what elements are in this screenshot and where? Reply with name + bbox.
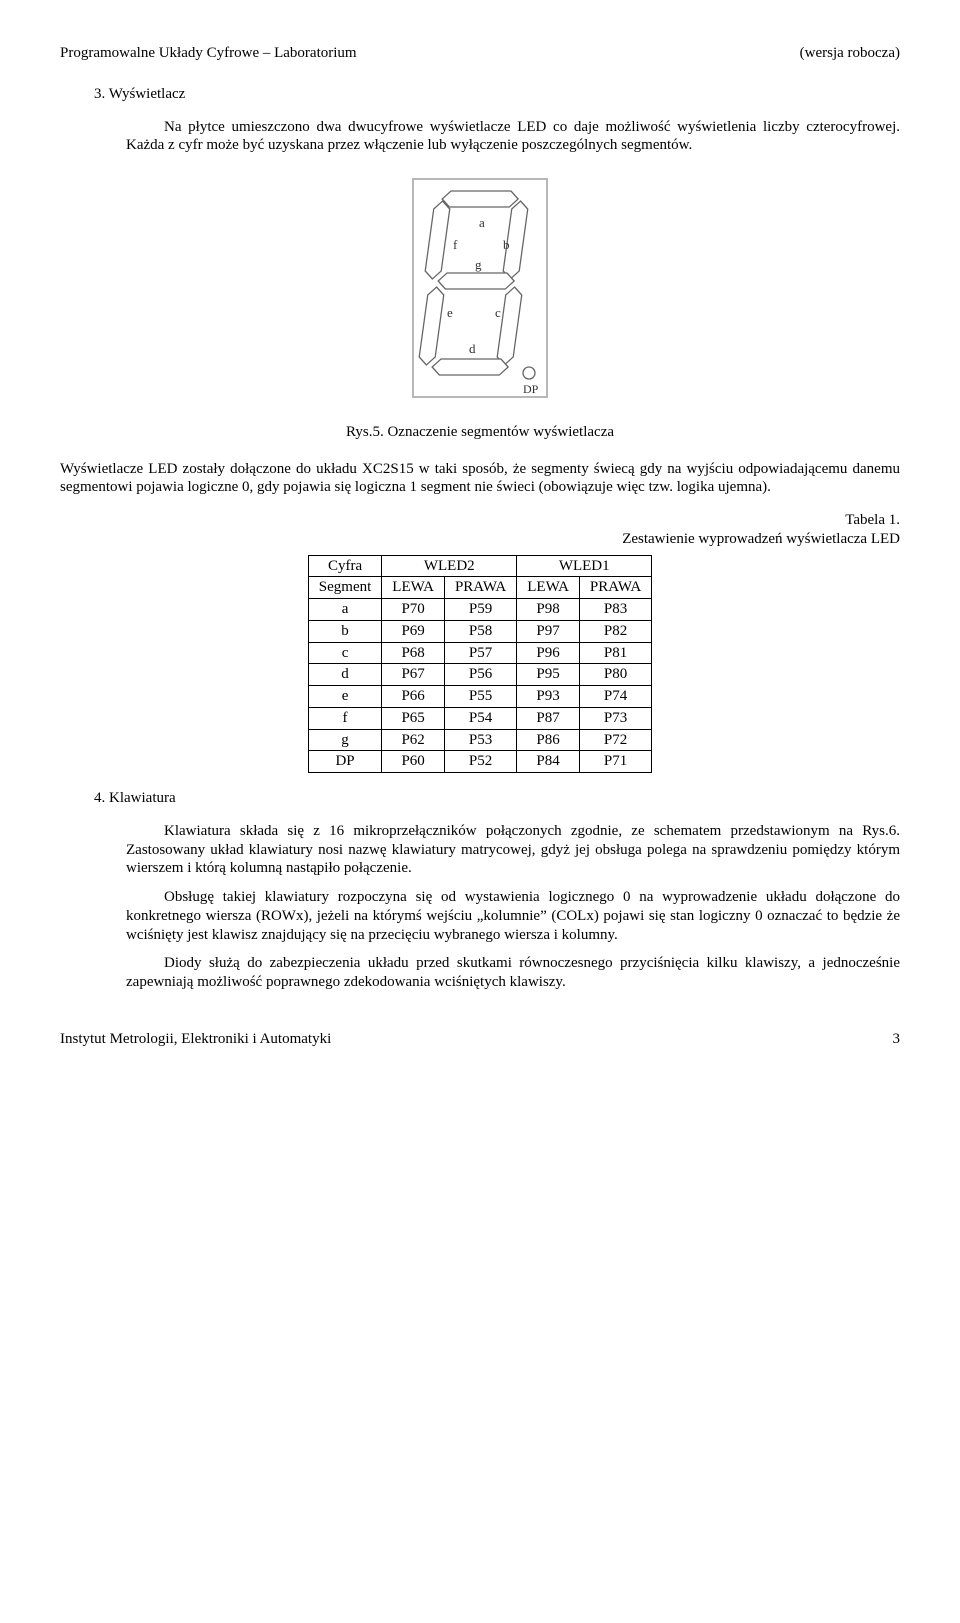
cell-pin: P74 (579, 686, 651, 708)
figure-5-caption: Rys.5. Oznaczenie segmentów wyświetlacza (60, 423, 900, 442)
cell-segment: b (308, 620, 382, 642)
seg-label-dp: DP (523, 382, 539, 396)
cell-pin: P72 (579, 729, 651, 751)
cell-pin: P62 (382, 729, 445, 751)
seg-label-f: f (453, 237, 458, 252)
figure-5: a b c d e f g DP (60, 173, 900, 409)
cell-pin: P98 (517, 599, 580, 621)
cell-pin: P69 (382, 620, 445, 642)
cell-pin: P56 (444, 664, 516, 686)
cell-segment: c (308, 642, 382, 664)
cell-pin: P80 (579, 664, 651, 686)
table-row: Segment LEWA PRAWA LEWA PRAWA (308, 577, 651, 599)
table-row: eP66P55P93P74 (308, 686, 651, 708)
table-row: fP65P54P87P73 (308, 707, 651, 729)
footer-page-number: 3 (893, 1030, 901, 1049)
seg-label-a: a (479, 215, 485, 230)
th-segment: Segment (308, 577, 382, 599)
page-footer: Instytut Metrologii, Elektroniki i Autom… (60, 1030, 900, 1049)
th-prawa: PRAWA (579, 577, 651, 599)
cell-pin: P53 (444, 729, 516, 751)
th-wled2: WLED2 (382, 555, 517, 577)
cell-pin: P54 (444, 707, 516, 729)
cell-pin: P95 (517, 664, 580, 686)
seg-label-d: d (469, 341, 476, 356)
cell-pin: P82 (579, 620, 651, 642)
cell-pin: P70 (382, 599, 445, 621)
pin-table: Cyfra WLED2 WLED1 Segment LEWA PRAWA LEW… (308, 555, 652, 774)
cell-pin: P84 (517, 751, 580, 773)
cell-pin: P67 (382, 664, 445, 686)
cell-segment: d (308, 664, 382, 686)
seg-label-b: b (503, 237, 510, 252)
cell-pin: P59 (444, 599, 516, 621)
seg-label-c: c (495, 305, 501, 320)
cell-pin: P66 (382, 686, 445, 708)
th-lewa: LEWA (382, 577, 445, 599)
cell-segment: a (308, 599, 382, 621)
table-row: dP67P56P95P80 (308, 664, 651, 686)
table-1-caption-line2: Zestawienie wyprowadzeń wyświetlacza LED (622, 531, 900, 547)
th-cyfra: Cyfra (308, 555, 382, 577)
seven-segment-diagram: a b c d e f g DP (405, 173, 555, 403)
section-3-heading: 3. Wyświetlacz (94, 85, 900, 104)
cell-pin: P58 (444, 620, 516, 642)
page-header: Programowalne Układy Cyfrowe – Laborator… (60, 44, 900, 63)
table-row: aP70P59P98P83 (308, 599, 651, 621)
table-row: gP62P53P86P72 (308, 729, 651, 751)
para-after-figure: Wyświetlacze LED zostały dołączone do uk… (60, 460, 900, 498)
cell-pin: P96 (517, 642, 580, 664)
cell-pin: P97 (517, 620, 580, 642)
table-row: Cyfra WLED2 WLED1 (308, 555, 651, 577)
cell-segment: f (308, 707, 382, 729)
table-1-caption-line1: Tabela 1. (845, 512, 900, 528)
cell-pin: P55 (444, 686, 516, 708)
section-4-para-3: Diody służą do zabezpieczenia układu prz… (126, 954, 900, 992)
section-3-para-1: Na płytce umieszczono dwa dwucyfrowe wyś… (126, 118, 900, 156)
footer-left: Instytut Metrologii, Elektroniki i Autom… (60, 1030, 331, 1049)
cell-pin: P52 (444, 751, 516, 773)
cell-pin: P81 (579, 642, 651, 664)
cell-pin: P87 (517, 707, 580, 729)
header-right: (wersja robocza) (800, 44, 900, 63)
th-wled1: WLED1 (517, 555, 652, 577)
cell-pin: P86 (517, 729, 580, 751)
table-row: cP68P57P96P81 (308, 642, 651, 664)
cell-pin: P57 (444, 642, 516, 664)
cell-pin: P68 (382, 642, 445, 664)
th-prawa: PRAWA (444, 577, 516, 599)
cell-pin: P93 (517, 686, 580, 708)
header-left: Programowalne Układy Cyfrowe – Laborator… (60, 44, 357, 63)
cell-segment: DP (308, 751, 382, 773)
cell-pin: P71 (579, 751, 651, 773)
seg-label-e: e (447, 305, 453, 320)
th-lewa: LEWA (517, 577, 580, 599)
table-row: DPP60P52P84P71 (308, 751, 651, 773)
cell-segment: e (308, 686, 382, 708)
table-1-caption: Tabela 1. Zestawienie wyprowadzeń wyświe… (60, 511, 900, 549)
cell-pin: P60 (382, 751, 445, 773)
seg-label-g: g (475, 257, 482, 272)
cell-pin: P65 (382, 707, 445, 729)
cell-pin: P73 (579, 707, 651, 729)
section-4-heading: 4. Klawiatura (94, 789, 900, 808)
cell-segment: g (308, 729, 382, 751)
table-row: bP69P58P97P82 (308, 620, 651, 642)
section-4-para-2: Obsługę takiej klawiatury rozpoczyna się… (126, 888, 900, 944)
cell-pin: P83 (579, 599, 651, 621)
section-4-para-1: Klawiatura składa się z 16 mikroprzełącz… (126, 822, 900, 878)
